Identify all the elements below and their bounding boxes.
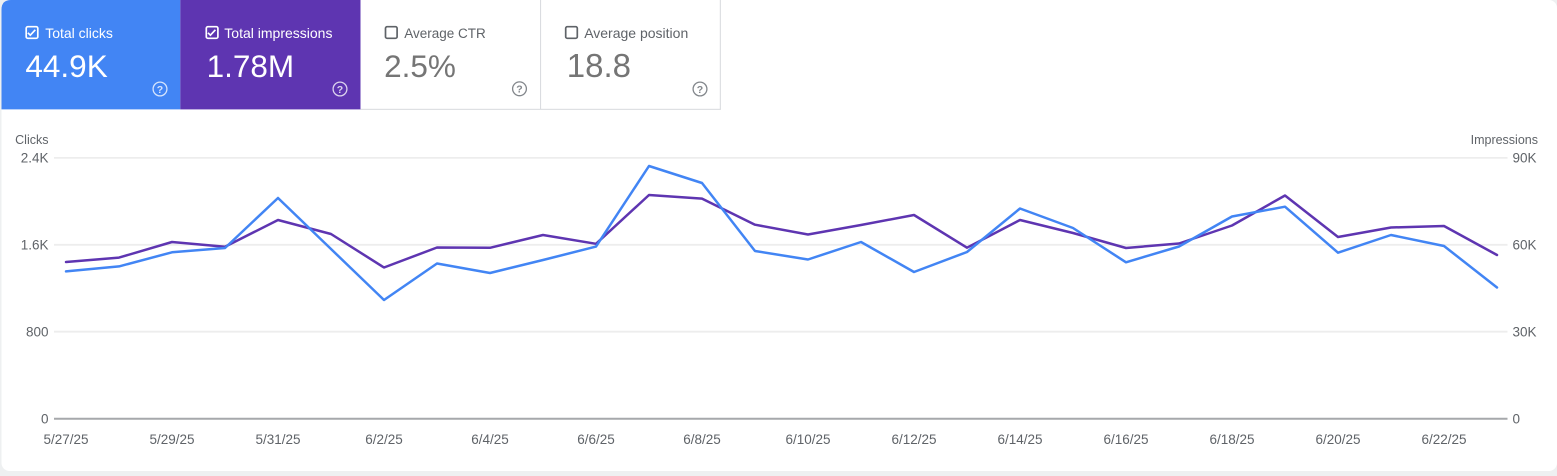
svg-text:6/16/25: 6/16/25 xyxy=(1103,432,1148,447)
svg-text:Average position: Average position xyxy=(584,25,688,41)
svg-text:44.9K: 44.9K xyxy=(25,48,107,84)
svg-text:5/27/25: 5/27/25 xyxy=(43,432,88,447)
svg-text:6/6/25: 6/6/25 xyxy=(577,432,615,447)
svg-text:5/29/25: 5/29/25 xyxy=(149,432,194,447)
svg-text:1.6K: 1.6K xyxy=(21,237,49,252)
svg-text:6/14/25: 6/14/25 xyxy=(997,432,1042,447)
svg-text:6/18/25: 6/18/25 xyxy=(1209,432,1254,447)
svg-text:?: ? xyxy=(516,84,522,96)
svg-text:6/4/25: 6/4/25 xyxy=(471,432,509,447)
svg-text:Average CTR: Average CTR xyxy=(404,26,486,41)
svg-text:6/12/25: 6/12/25 xyxy=(891,432,936,447)
svg-text:5/31/25: 5/31/25 xyxy=(255,432,300,447)
svg-text:2.4K: 2.4K xyxy=(21,150,49,165)
svg-text:?: ? xyxy=(157,84,163,96)
svg-text:6/20/25: 6/20/25 xyxy=(1315,432,1360,447)
svg-text:800: 800 xyxy=(26,324,49,339)
svg-text:6/2/25: 6/2/25 xyxy=(365,432,403,447)
svg-text:Total clicks: Total clicks xyxy=(45,25,113,41)
svg-text:6/22/25: 6/22/25 xyxy=(1421,432,1466,447)
svg-text:6/10/25: 6/10/25 xyxy=(785,432,830,447)
svg-text:90K: 90K xyxy=(1513,150,1537,165)
svg-text:2.5%: 2.5% xyxy=(384,48,456,84)
svg-text:60K: 60K xyxy=(1513,237,1537,252)
svg-text:0: 0 xyxy=(1513,411,1521,426)
svg-text:Total impressions: Total impressions xyxy=(224,25,332,41)
svg-text:0: 0 xyxy=(41,411,49,426)
svg-text:?: ? xyxy=(337,84,343,96)
svg-text:30K: 30K xyxy=(1513,324,1537,339)
svg-text:1.78M: 1.78M xyxy=(207,48,295,84)
svg-text:6/8/25: 6/8/25 xyxy=(683,432,721,447)
svg-text:18.8: 18.8 xyxy=(567,47,631,84)
svg-text:Clicks: Clicks xyxy=(15,133,48,147)
svg-text:Impressions: Impressions xyxy=(1471,133,1538,147)
svg-text:?: ? xyxy=(697,84,703,96)
